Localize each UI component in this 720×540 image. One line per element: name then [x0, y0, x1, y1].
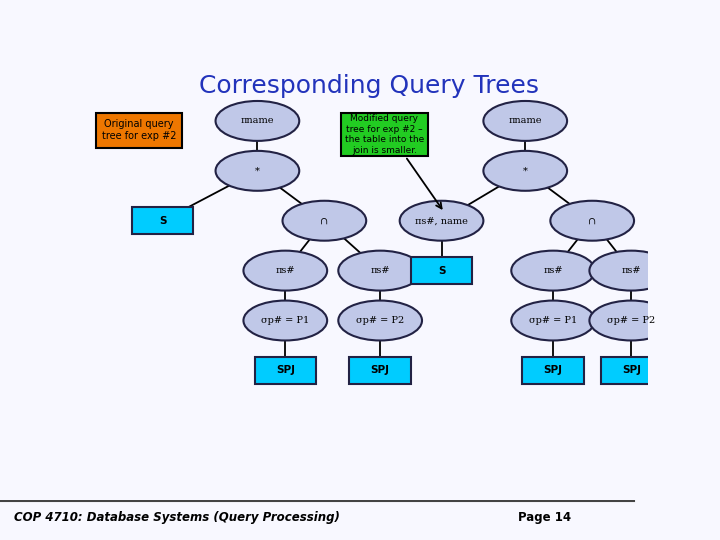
Text: σp# = P1: σp# = P1	[261, 316, 310, 325]
Text: SPJ: SPJ	[622, 366, 641, 375]
Text: COP 4710: Database Systems (Query Processing): COP 4710: Database Systems (Query Proces…	[14, 511, 341, 524]
Ellipse shape	[590, 251, 673, 291]
Ellipse shape	[243, 251, 327, 291]
Text: Original query
tree for exp #2: Original query tree for exp #2	[102, 119, 176, 141]
Text: πs#: πs#	[276, 266, 295, 275]
Text: πs#: πs#	[621, 266, 641, 275]
FancyBboxPatch shape	[523, 357, 584, 384]
FancyBboxPatch shape	[341, 113, 428, 156]
Text: Page 14: Page 14	[518, 511, 572, 524]
Text: Corresponding Query Trees: Corresponding Query Trees	[199, 75, 539, 98]
Ellipse shape	[483, 101, 567, 141]
Text: πs#: πs#	[370, 266, 390, 275]
FancyBboxPatch shape	[255, 357, 316, 384]
Ellipse shape	[590, 301, 673, 341]
FancyBboxPatch shape	[349, 357, 411, 384]
Text: Modified query
tree for exp #2 –
the table into the
join is smaller.: Modified query tree for exp #2 – the tab…	[345, 114, 424, 154]
Ellipse shape	[282, 201, 366, 241]
Ellipse shape	[215, 101, 300, 141]
FancyBboxPatch shape	[600, 357, 662, 384]
Ellipse shape	[338, 301, 422, 341]
Text: πs#, name: πs#, name	[415, 216, 468, 225]
FancyBboxPatch shape	[132, 207, 193, 234]
Text: πname: πname	[240, 117, 274, 125]
Text: σp# = P2: σp# = P2	[356, 316, 405, 325]
Ellipse shape	[215, 151, 300, 191]
Ellipse shape	[243, 301, 327, 341]
Text: *: *	[523, 166, 528, 176]
Text: *: *	[255, 166, 260, 176]
FancyBboxPatch shape	[411, 258, 472, 284]
Text: S: S	[438, 266, 445, 275]
Text: S: S	[159, 215, 166, 226]
Text: ∩: ∩	[588, 216, 596, 225]
Text: σp# = P1: σp# = P1	[529, 316, 577, 325]
Ellipse shape	[550, 201, 634, 241]
Text: σp# = P2: σp# = P2	[607, 316, 655, 325]
Text: ∩: ∩	[320, 216, 328, 225]
Ellipse shape	[400, 201, 483, 241]
Text: SPJ: SPJ	[371, 366, 390, 375]
Ellipse shape	[511, 301, 595, 341]
Ellipse shape	[338, 251, 422, 291]
Text: πname: πname	[508, 117, 542, 125]
Text: SPJ: SPJ	[544, 366, 562, 375]
Ellipse shape	[483, 151, 567, 191]
Ellipse shape	[511, 251, 595, 291]
Text: SPJ: SPJ	[276, 366, 294, 375]
FancyBboxPatch shape	[96, 113, 182, 148]
Text: πs#: πs#	[544, 266, 563, 275]
